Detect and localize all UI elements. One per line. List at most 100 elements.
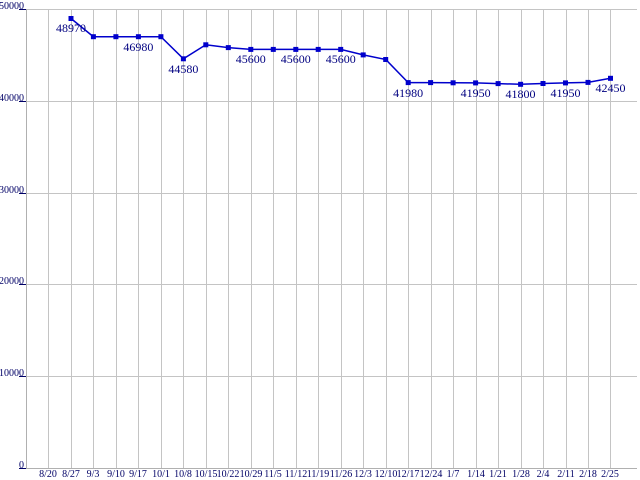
- x-gridline: [138, 9, 139, 468]
- x-axis-label: 2/25: [601, 469, 619, 480]
- x-gridline: [588, 9, 589, 468]
- x-axis-label: 12/10: [374, 469, 398, 480]
- x-axis-label: 9/10: [107, 469, 125, 480]
- x-axis-label: 10/29: [239, 469, 263, 480]
- y-tick-mark: [19, 376, 26, 377]
- x-gridline: [296, 9, 297, 468]
- data-point-marker: [450, 80, 456, 86]
- data-point-marker: [428, 80, 434, 86]
- data-point-label: 45600: [235, 52, 266, 67]
- y-gridline: [26, 284, 637, 285]
- data-point-marker: [68, 16, 74, 21]
- x-gridline: [228, 9, 229, 468]
- data-point-label: 41980: [393, 85, 424, 100]
- data-point-marker: [360, 52, 366, 58]
- x-gridline: [273, 9, 274, 468]
- x-gridline: [521, 9, 522, 468]
- data-point-marker: [248, 46, 254, 52]
- data-point-marker: [563, 80, 568, 86]
- x-axis-label: 11/5: [264, 469, 282, 480]
- x-axis-label: 1/21: [489, 469, 507, 480]
- x-axis-label: 11/12: [284, 469, 308, 480]
- y-gridline: [26, 376, 637, 377]
- data-point-label: 41800: [505, 87, 536, 102]
- x-axis-label: 12/24: [419, 469, 443, 480]
- data-point-marker: [405, 80, 411, 86]
- data-point-marker: [518, 81, 524, 87]
- y-axis-label: 20000: [0, 276, 24, 287]
- x-gridline: [48, 9, 49, 468]
- x-axis-label: 1/14: [467, 469, 485, 480]
- x-axis-label: 10/8: [174, 469, 192, 480]
- x-axis-label: 2/4: [536, 469, 550, 480]
- data-point-marker: [585, 79, 591, 85]
- y-axis-label: 30000: [0, 185, 24, 196]
- y-axis-line: [26, 9, 27, 469]
- y-tick-mark: [19, 9, 26, 10]
- x-gridline: [453, 9, 454, 468]
- x-gridline: [251, 9, 252, 468]
- x-axis-label: 9/17: [129, 469, 147, 480]
- x-gridline: [386, 9, 387, 468]
- data-point-marker: [270, 46, 276, 52]
- x-gridline: [93, 9, 94, 468]
- y-tick-mark: [19, 193, 26, 194]
- x-gridline: [71, 9, 72, 468]
- data-point-label: 45600: [325, 52, 356, 67]
- x-gridline: [498, 9, 499, 468]
- data-point-marker: [203, 42, 209, 48]
- data-point-marker: [158, 34, 164, 40]
- data-point-marker: [180, 56, 186, 62]
- x-axis-label: 10/15: [194, 469, 218, 480]
- x-gridline: [610, 9, 611, 468]
- x-axis-label: 8/27: [62, 469, 80, 480]
- data-point-marker: [540, 81, 546, 86]
- x-axis-label: 12/3: [354, 469, 372, 480]
- y-gridline: [26, 193, 637, 194]
- x-axis-label: 12/17: [396, 469, 420, 480]
- y-gridline: [26, 101, 637, 102]
- data-point-marker: [608, 75, 613, 81]
- data-point-marker: [293, 46, 299, 52]
- x-axis-label: 2/11: [557, 469, 575, 480]
- x-gridline: [408, 9, 409, 468]
- data-point-label: 45600: [280, 52, 311, 67]
- x-axis-label: 1/7: [446, 469, 460, 480]
- data-point-label: 42450: [595, 81, 626, 96]
- x-axis-label: 10/1: [152, 469, 170, 480]
- y-tick-mark: [19, 468, 26, 469]
- y-tick-mark: [19, 101, 26, 102]
- x-gridline: [318, 9, 319, 468]
- data-point-label: 46980: [123, 39, 154, 54]
- x-gridline: [161, 9, 162, 468]
- y-tick-mark: [19, 284, 26, 285]
- x-gridline: [566, 9, 567, 468]
- data-point-marker: [473, 80, 479, 86]
- x-axis-label: 8/20: [39, 469, 57, 480]
- x-gridline: [363, 9, 364, 468]
- data-point-label: 44580: [168, 61, 199, 76]
- data-point-marker: [383, 57, 389, 62]
- x-axis-label: 2/18: [579, 469, 597, 480]
- x-axis-label: 11/19: [306, 469, 330, 480]
- y-axis-label: 50000: [0, 1, 24, 12]
- x-gridline: [543, 9, 544, 468]
- y-axis-label: 40000: [0, 93, 24, 104]
- data-point-label: 41950: [550, 85, 581, 100]
- data-point-label: 48970: [55, 21, 86, 36]
- data-point-marker: [135, 34, 141, 40]
- data-point-label: 41950: [460, 85, 491, 100]
- x-gridline: [206, 9, 207, 468]
- y-axis-label: 10000: [0, 368, 24, 379]
- data-point-marker: [338, 46, 344, 52]
- x-gridline: [183, 9, 184, 468]
- x-gridline: [341, 9, 342, 468]
- x-axis-label: 1/28: [512, 469, 530, 480]
- y-gridline: [26, 9, 637, 10]
- x-axis-label: 10/22: [216, 469, 240, 480]
- x-gridline: [476, 9, 477, 468]
- data-point-marker: [225, 45, 231, 51]
- x-axis-label: 11/26: [329, 469, 353, 480]
